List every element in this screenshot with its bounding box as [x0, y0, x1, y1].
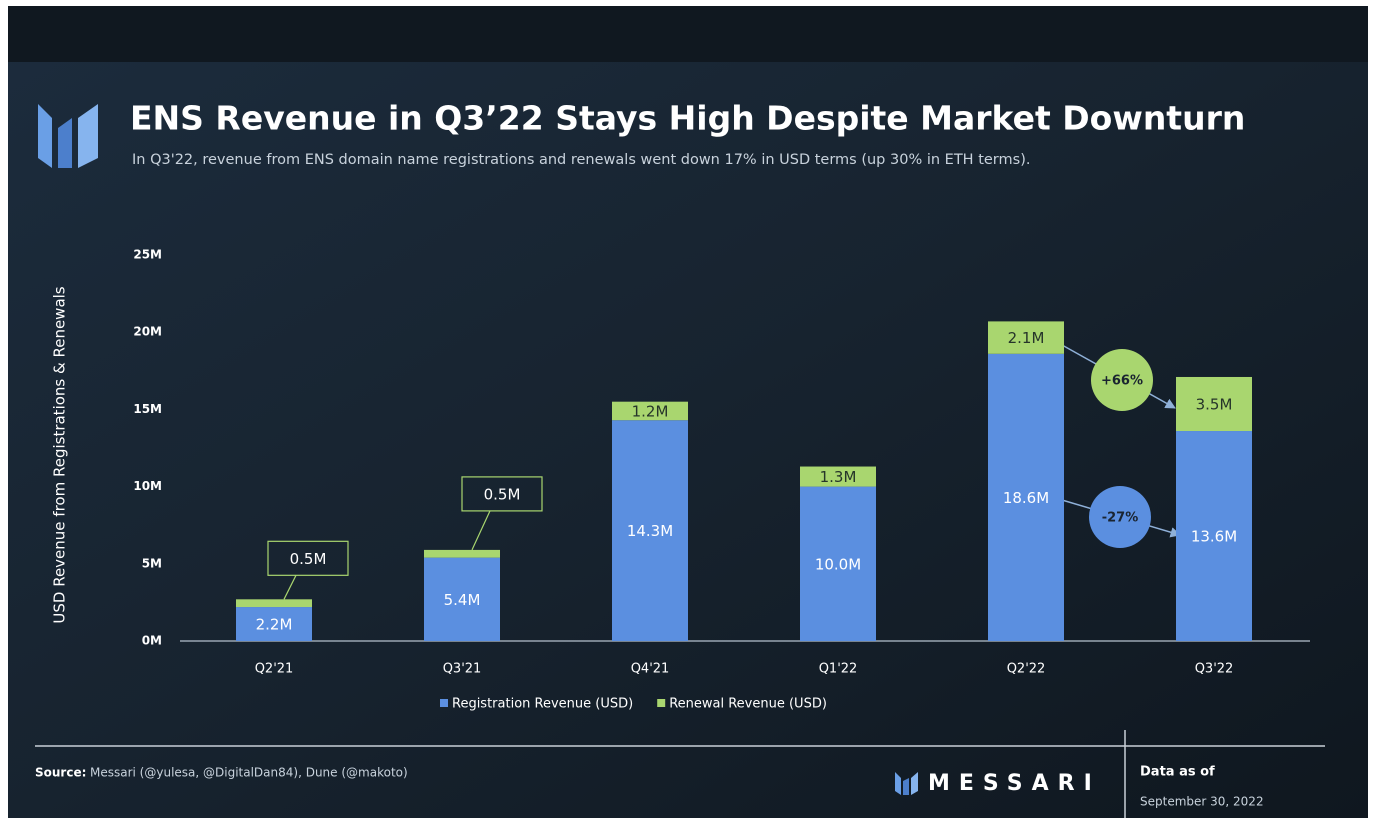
data-label: 10.0M — [815, 555, 861, 573]
bar-segment — [1176, 376, 1252, 432]
brand: MESSARI — [928, 771, 1101, 796]
bar-segment — [988, 321, 1064, 354]
source-text: Messari (@yulesa, @DigitalDan84), Dune (… — [90, 766, 408, 780]
data-label: 13.6M — [1191, 528, 1237, 546]
y-tick-label: 15M — [133, 402, 162, 416]
x-tick-label: Q4'21 — [631, 662, 670, 677]
callout-line — [283, 575, 297, 600]
x-tick-label: Q3'22 — [1195, 662, 1234, 677]
callout-box — [267, 540, 349, 576]
source-label: Source: — [35, 766, 86, 780]
data-label: 2.1M — [1008, 329, 1045, 347]
x-tick-label: Q2'21 — [255, 662, 294, 677]
data-label: 5.4M — [444, 591, 481, 609]
bar-segment — [424, 557, 500, 641]
data-label: 2.2M — [256, 616, 293, 634]
callout-line — [471, 510, 491, 551]
data-label: 18.6M — [1003, 489, 1049, 507]
data-label: 1.3M — [820, 468, 857, 486]
bar-segment — [612, 401, 688, 421]
data-label: 3.5M — [1196, 395, 1233, 413]
legend-swatch — [657, 699, 666, 707]
callout-box — [461, 476, 543, 512]
bar-segment — [800, 466, 876, 487]
y-tick-label: 25M — [133, 248, 162, 262]
data-label: 0.5M — [484, 485, 521, 503]
data-label: 1.2M — [632, 402, 669, 420]
annotation-badge — [1091, 349, 1153, 411]
top-bar — [8, 6, 1368, 62]
y-axis-label: USD Revenue from Registrations & Renewal… — [51, 286, 69, 623]
chart-title: ENS Revenue in Q3’22 Stays High Despite … — [130, 99, 1245, 138]
data-label: 14.3M — [627, 522, 673, 540]
chart-subtitle: In Q3'22, revenue from ENS domain name r… — [132, 152, 1030, 168]
date-label: Data as of — [1140, 765, 1215, 780]
y-tick-label: 20M — [133, 325, 162, 339]
bar-segment — [1176, 431, 1252, 641]
legend-label: Renewal Revenue (USD) — [669, 697, 827, 712]
x-tick-label: Q3'21 — [443, 662, 482, 677]
bar-segment — [236, 607, 312, 641]
date: September 30, 2022 — [1140, 795, 1264, 809]
y-tick-label: 0M — [142, 634, 162, 648]
logo — [38, 104, 98, 168]
bar-segment — [424, 549, 500, 558]
x-tick-label: Q1'22 — [819, 662, 858, 677]
y-tick-label: 5M — [142, 556, 162, 570]
annotation-badge — [1089, 486, 1151, 548]
brand-logo — [895, 772, 918, 795]
data-label: 0.5M — [290, 550, 327, 568]
bar-segment — [988, 353, 1064, 641]
bar-segment — [800, 486, 876, 641]
bar-segment — [612, 420, 688, 641]
annotation: -27% — [1102, 511, 1139, 526]
legend-label: Registration Revenue (USD) — [452, 697, 633, 712]
x-tick-label: Q2'22 — [1007, 662, 1046, 677]
bar-segment — [236, 599, 312, 608]
annotation: +66% — [1101, 374, 1143, 389]
legend-swatch — [440, 699, 448, 707]
y-tick-label: 10M — [133, 479, 162, 493]
